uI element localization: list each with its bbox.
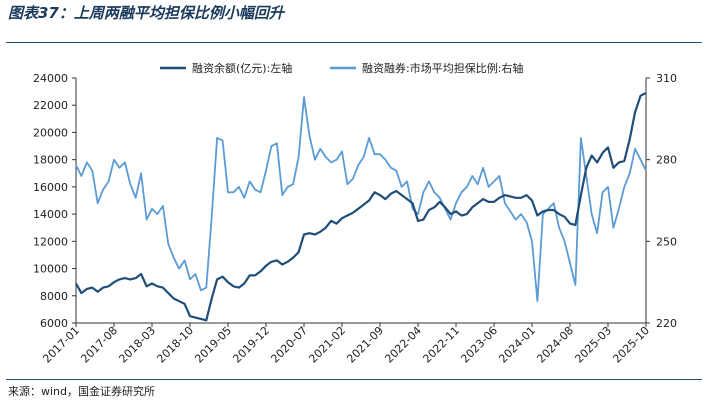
x-tick-label: 2017-01: [40, 324, 82, 366]
y-left-tick-label: 10000: [33, 263, 68, 276]
y-left-tick-label: 22000: [33, 99, 68, 112]
x-tick-label: 2021-02: [306, 324, 348, 366]
chart-title: 图表37：上周两融平均担保比例小幅回升: [8, 4, 284, 22]
chart-canvas: 融资余额(亿元):左轴 融资融券:市场平均担保比例:右轴 24000 22000 20…: [33, 61, 677, 366]
y-left-tick-label: 12000: [33, 235, 68, 248]
y-right-tick-label: 250: [656, 235, 677, 248]
x-tick-label: 2024-01: [496, 324, 538, 366]
axes: 24000 22000 20000 18000 16000 14000 12000 10000…: [33, 72, 677, 366]
y-left-tick-label: 8000: [40, 290, 68, 303]
x-tick-label: 2019-05: [192, 324, 234, 366]
y-right-tick-label: 220: [656, 317, 677, 330]
series-line-margin-balance: [75, 92, 647, 322]
legend: 融资余额(亿元):左轴 融资融券:市场平均担保比例:右轴: [160, 61, 523, 75]
y-right-tick-label: 280: [656, 154, 677, 167]
y-left-tick-label: 20000: [33, 126, 68, 139]
footer-rule: [6, 379, 702, 380]
y-left-tick-label: 14000: [33, 208, 68, 221]
x-tick-label: 2020-07: [268, 324, 310, 366]
x-tick-label: 2021-09: [344, 324, 386, 366]
x-tick-label: 2019-12: [230, 324, 272, 366]
y-left-tick-label: 16000: [33, 181, 68, 194]
series-line-collateral-ratio: [75, 96, 647, 303]
legend-label-collateral-ratio: 融资融券:市场平均担保比例:右轴: [362, 61, 523, 75]
x-tick-label: 2022-04: [382, 324, 424, 366]
y-left-tick-label: 18000: [33, 154, 68, 167]
y-left-tick-label: 6000: [40, 317, 68, 330]
x-tick-label: 2018-10: [154, 324, 196, 366]
x-tick-label: 2022-11: [420, 324, 462, 366]
series-layer: [75, 92, 647, 322]
x-tick-label: 2024-08: [534, 324, 576, 366]
x-tick-label: 2025-03: [572, 324, 614, 366]
x-tick-label: 2023-06: [458, 324, 500, 366]
x-tick-label: 2025-10: [610, 324, 652, 366]
y-left-tick-label: 24000: [33, 72, 68, 85]
legend-label-margin-balance: 融资余额(亿元):左轴: [192, 61, 292, 75]
y-right-tick-label: 310: [656, 72, 677, 85]
source-note: 来源：wind，国金证券研究所: [8, 385, 156, 398]
header-rule: [6, 42, 702, 43]
x-tick-label: 2018-03: [116, 324, 158, 366]
x-tick-label: 2017-08: [78, 324, 120, 366]
